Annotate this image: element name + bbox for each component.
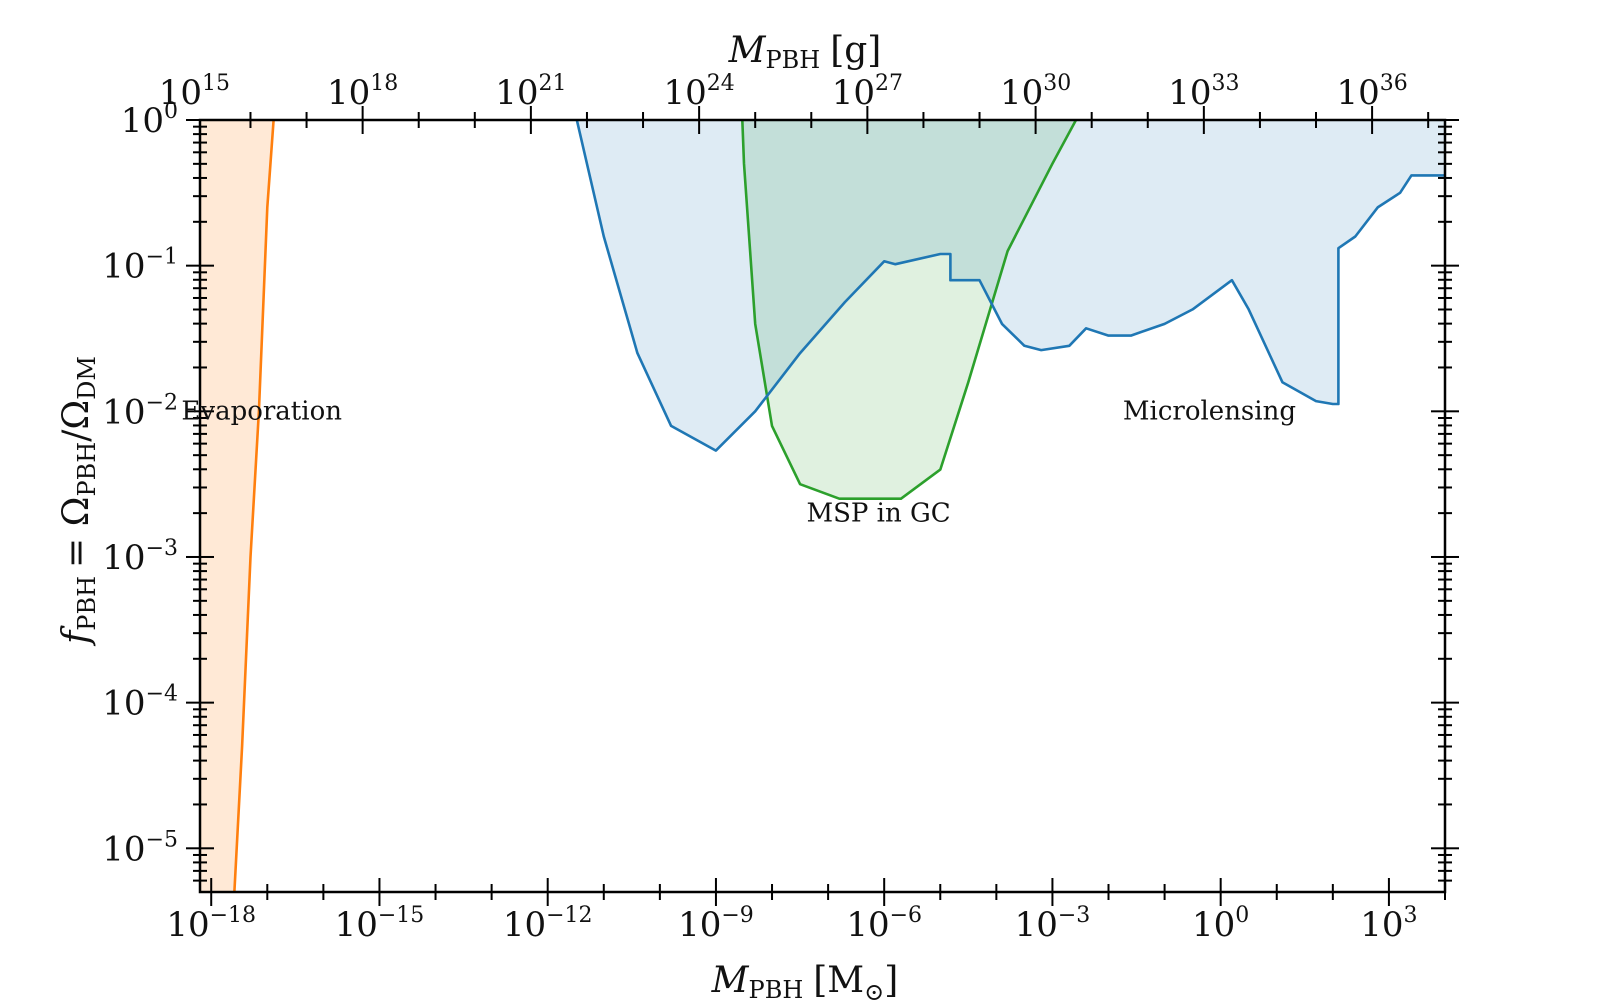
evaporation-constraint-line [233, 120, 275, 892]
x-top-tick-label: 1018 [327, 71, 398, 113]
region-labels: Evaporation MSP in GC Microlensing [181, 396, 1296, 528]
x-top-tick-label: 1033 [1168, 71, 1239, 113]
x-tick-label: 10−15 [335, 903, 425, 945]
x-axis-label: MPBH [M⊙] [711, 960, 899, 1000]
y-tick-label: 10−4 [102, 682, 178, 724]
x-tick-label: 10−6 [846, 903, 922, 945]
x-top-tick-label: 1024 [663, 71, 734, 113]
evaporation-region-fill [200, 120, 274, 892]
x-tick-label: 100 [1192, 903, 1249, 945]
msp-in-gc-region-fill [742, 120, 1076, 499]
plot-frame [198, 118, 1447, 894]
x-top-tick-label: 1027 [832, 71, 903, 113]
x-tick-label: 10−3 [1015, 903, 1091, 945]
y-tick-label: 10−5 [102, 827, 178, 869]
y-tick-label: 10−3 [102, 536, 178, 578]
x-tick-label: 103 [1360, 903, 1417, 945]
y-tick-label: 10−2 [102, 390, 178, 432]
evaporation-region-label: Evaporation [181, 396, 342, 426]
x-top-tick-label: 1015 [159, 71, 230, 113]
microlensing-constraint-line [575, 120, 1445, 452]
constraint-lines [233, 120, 1445, 892]
x-top-tick-label: 1036 [1336, 71, 1407, 113]
x-top-tick-label: 1021 [495, 71, 566, 113]
constraint-fills [200, 120, 1445, 892]
x-tick-label: 10−9 [678, 903, 754, 945]
microlensing-region-fill [576, 120, 1445, 451]
y-tick-label: 10−1 [102, 245, 178, 287]
x-tick-label: 10−12 [503, 903, 593, 945]
tick-labels: 10−18 10−15 10−12 10−9 10−6 10−3 100 103 1015 101… [102, 71, 1417, 945]
x-tick-label: 10−18 [166, 903, 256, 945]
x-top-tick-label: 1030 [1000, 71, 1071, 113]
x-top-axis-label: MPBH [g] [728, 30, 882, 74]
y-axis-label: fPBH= ΩPBH/ΩDM [56, 356, 101, 647]
y-tick-label: 100 [121, 99, 178, 141]
msp-in-gc-region-label: MSP in GC [806, 498, 950, 528]
msp-in-gc-constraint-line [741, 120, 1078, 500]
microlensing-region-label: Microlensing [1123, 396, 1296, 426]
